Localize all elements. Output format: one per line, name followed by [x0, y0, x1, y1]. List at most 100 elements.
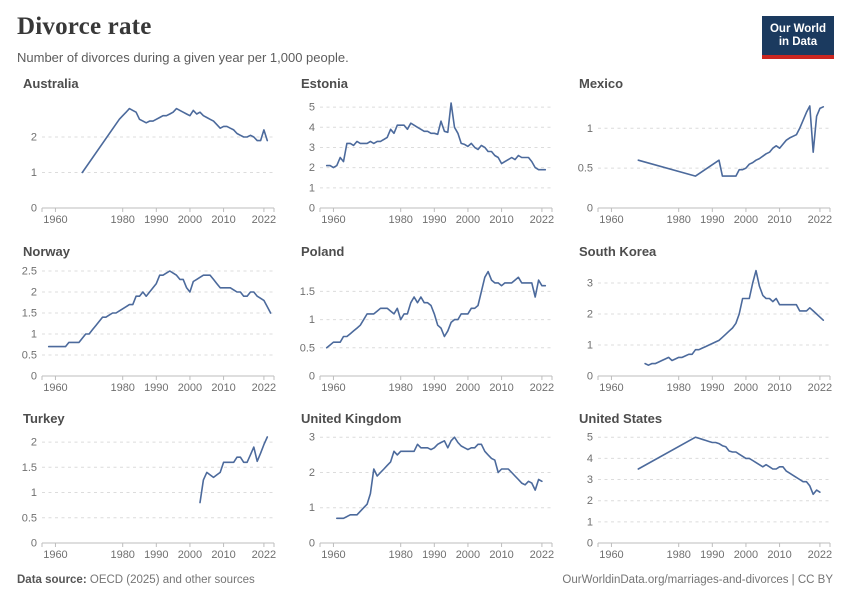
- data-line-australia: [81, 107, 269, 174]
- chart-cell-south-korea: South Korea 0 1 2 3 1960 1980 1990 2000 2010 2022: [572, 235, 834, 403]
- title-block: Divorce rate Number of divorces during a…: [17, 13, 349, 65]
- y-tick-label: 0: [31, 203, 37, 215]
- y-tick-label: 1: [31, 167, 37, 179]
- x-tick-label: 2000: [734, 382, 758, 394]
- x-tick-label: 1980: [388, 214, 412, 226]
- x-tick-label: 1960: [43, 382, 67, 394]
- x-tick-label: 2010: [767, 214, 791, 226]
- y-tick-label: 1: [587, 123, 593, 135]
- x-tick-label: 1960: [321, 382, 345, 394]
- x-tick-label: 1960: [43, 214, 67, 226]
- line-chart-australia: 0 1 2 1960 1980 1990 2000 2010 2022: [31, 107, 276, 226]
- data-line-united-states: [637, 436, 821, 496]
- y-tick-label: 1.5: [22, 462, 37, 474]
- data-line-mexico: [637, 105, 825, 177]
- y-tick-label: 1.5: [300, 286, 315, 298]
- y-tick-label: 1: [309, 314, 315, 326]
- x-tick-label: 1990: [144, 214, 168, 226]
- x-tick-label: 1980: [110, 382, 134, 394]
- y-tick-label: 4: [587, 453, 593, 465]
- chart-cell-norway: Norway 0 0.5 1 1.5 2 2.5 1960 1980 1990 2000 2010 20…: [16, 235, 278, 403]
- chart-title-norway: Norway: [23, 243, 70, 259]
- x-tick-label: 2000: [734, 214, 758, 226]
- y-tick-label: 0: [309, 203, 315, 215]
- y-tick-label: 0: [587, 370, 593, 382]
- page-title: Divorce rate: [17, 13, 152, 40]
- y-tick-label: 0: [31, 370, 37, 382]
- chart-cell-australia: Australia 0 1 2 1960 1980 1990 2000 2010 2022: [16, 67, 278, 235]
- x-tick-label: 2022: [252, 382, 276, 394]
- x-tick-label: 2000: [178, 549, 202, 561]
- x-tick-label: 1960: [43, 549, 67, 561]
- x-tick-label: 1980: [110, 214, 134, 226]
- x-tick-label: 1990: [144, 382, 168, 394]
- x-tick-label: 1980: [388, 382, 412, 394]
- y-tick-label: 2: [31, 437, 37, 449]
- chart-title-united-states: United States: [579, 411, 663, 427]
- y-tick-label: 2: [587, 308, 593, 320]
- chart-cell-poland: Poland 0 0.5 1 1.5 1960 1980 1990 2000 2010 2022: [294, 235, 556, 403]
- line-chart-norway: 0 0.5 1 1.5 2 2.5 1960 1980 1990 2000 2010 2022: [22, 265, 276, 394]
- y-tick-label: 0: [31, 538, 37, 550]
- chart-footer: Data source: OECD (2025) and other sourc…: [0, 570, 850, 600]
- x-tick-label: 2010: [211, 382, 235, 394]
- x-tick-label: 1990: [700, 382, 724, 394]
- y-tick-label: 2: [309, 467, 315, 479]
- y-tick-label: 0.5: [22, 513, 37, 525]
- y-tick-label: 2.5: [22, 265, 37, 277]
- x-tick-label: 1960: [321, 549, 345, 561]
- line-chart-estonia: 0 1 2 3 4 5 1960 1980 1990 2000 2010 2022: [309, 102, 554, 226]
- y-tick-label: 4: [309, 122, 315, 134]
- x-tick-label: 1960: [599, 214, 623, 226]
- x-tick-label: 2000: [734, 549, 758, 561]
- y-tick-label: 2: [31, 132, 37, 144]
- y-tick-label: 1: [309, 503, 315, 515]
- x-tick-label: 2000: [456, 214, 480, 226]
- y-tick-label: 2: [31, 286, 37, 298]
- chart-header: Divorce rate Number of divorces during a…: [0, 0, 850, 67]
- x-tick-label: 2010: [211, 214, 235, 226]
- chart-title-poland: Poland: [301, 243, 345, 259]
- y-tick-label: 0.5: [578, 163, 593, 175]
- chart-cell-united-kingdom: United Kingdom 0 1 2 3 1960 1980 1990 2000 2010 20…: [294, 402, 556, 570]
- x-tick-label: 2010: [489, 382, 513, 394]
- data-source-note: Data source: OECD (2025) and other sourc…: [17, 574, 255, 586]
- y-tick-label: 1: [587, 339, 593, 351]
- data-line-norway: [47, 269, 272, 348]
- x-tick-label: 2022: [808, 382, 832, 394]
- y-tick-label: 2: [587, 496, 593, 508]
- x-tick-label: 1980: [666, 549, 690, 561]
- chart-title-mexico: Mexico: [579, 76, 624, 91]
- y-tick-label: 1: [309, 182, 315, 194]
- small-multiples-grid: Australia 0 1 2 1960 1980 1990 2000 2010 2022 Esto…: [0, 67, 850, 570]
- x-tick-label: 1990: [144, 549, 168, 561]
- x-tick-label: 1960: [321, 214, 345, 226]
- x-tick-label: 2022: [808, 214, 832, 226]
- x-tick-label: 2010: [489, 549, 513, 561]
- data-line-south-korea: [644, 269, 825, 366]
- x-tick-label: 1960: [599, 549, 623, 561]
- chart-title-estonia: Estonia: [301, 76, 348, 91]
- owid-logo-line2: in Data: [778, 36, 818, 48]
- x-tick-label: 2000: [178, 214, 202, 226]
- x-tick-label: 1980: [110, 549, 134, 561]
- line-chart-south-korea: 0 1 2 3 1960 1980 1990 2000 2010 2022: [587, 269, 832, 394]
- y-tick-label: 0: [309, 538, 315, 550]
- x-tick-label: 1990: [422, 549, 446, 561]
- y-tick-label: 0: [587, 538, 593, 550]
- y-tick-label: 5: [309, 102, 315, 114]
- x-tick-label: 2022: [530, 549, 554, 561]
- x-tick-label: 1990: [422, 382, 446, 394]
- chart-title-united-kingdom: United Kingdom: [301, 411, 402, 427]
- attribution-link[interactable]: OurWorldinData.org/marriages-and-divorce…: [562, 574, 833, 586]
- x-tick-label: 2000: [456, 549, 480, 561]
- y-tick-label: 3: [309, 432, 315, 444]
- data-source-text: OECD (2025) and other sources: [89, 574, 255, 586]
- y-tick-label: 0.5: [22, 349, 37, 361]
- y-tick-label: 0: [587, 203, 593, 215]
- data-line-poland: [325, 270, 547, 349]
- y-tick-label: 1.5: [22, 307, 37, 319]
- y-tick-label: 1: [587, 517, 593, 529]
- y-tick-label: 1: [31, 328, 37, 340]
